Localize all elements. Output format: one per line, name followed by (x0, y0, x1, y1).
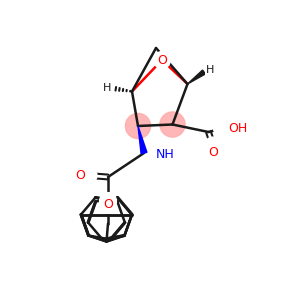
Text: H: H (103, 83, 112, 93)
Circle shape (125, 113, 151, 139)
Text: H: H (206, 64, 214, 75)
Text: O: O (103, 200, 113, 213)
Circle shape (160, 112, 185, 137)
Text: O: O (75, 169, 85, 182)
Text: O: O (73, 169, 83, 182)
Text: O: O (157, 53, 167, 67)
Polygon shape (188, 70, 206, 84)
Text: OH: OH (229, 122, 248, 135)
Text: O: O (103, 198, 113, 211)
Text: O: O (208, 146, 218, 159)
Text: OH: OH (230, 121, 249, 134)
Text: O: O (208, 145, 217, 158)
Text: NH: NH (156, 148, 175, 161)
Circle shape (154, 52, 170, 68)
Circle shape (100, 193, 116, 209)
Polygon shape (138, 126, 147, 154)
Circle shape (214, 120, 230, 137)
Text: NH: NH (158, 148, 176, 161)
Circle shape (205, 137, 221, 154)
Circle shape (80, 167, 97, 184)
